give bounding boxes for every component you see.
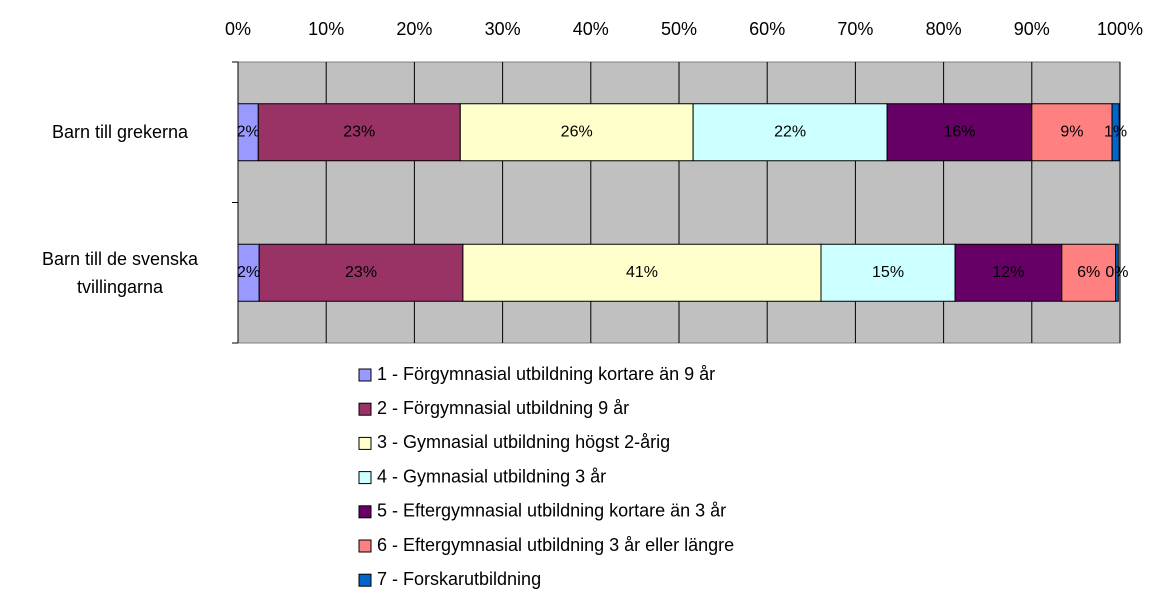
data-label: 16% (943, 123, 975, 140)
bar-segment (257, 103, 461, 162)
legend-swatch (358, 573, 372, 587)
bar-segment (886, 103, 1033, 162)
bar-segment (692, 103, 888, 162)
x-tick-label: 100% (1097, 19, 1143, 39)
y-tick-label: Barn till de svenska tvillingarna (41, 248, 199, 297)
legend-label: 1 - Förgymnasial utbildning kortare än 9… (377, 364, 715, 384)
x-tick-label: 20% (396, 19, 432, 39)
data-label: 22% (774, 123, 806, 140)
bar-segment (820, 243, 956, 302)
x-tick-label: 80% (926, 19, 962, 39)
x-tick-label: 90% (1014, 19, 1050, 39)
legend-label: 7 - Forskarutbildning (377, 569, 541, 589)
bar-segment (954, 243, 1063, 302)
data-label: 23% (345, 264, 377, 281)
legend-label: 5 - Eftergymnasial utbildning kortare än… (377, 501, 726, 521)
legend-swatch (358, 368, 372, 382)
bar-segment (1111, 103, 1120, 162)
data-label: 41% (626, 264, 658, 281)
legend-label: 3 - Gymnasial utbildning högst 2-årig (377, 432, 670, 452)
data-label: 23% (343, 123, 375, 140)
bar-segment (462, 243, 822, 302)
bar-segment (1031, 103, 1113, 162)
x-tick-label: 30% (485, 19, 521, 39)
data-label: 0% (1105, 264, 1128, 281)
legend-swatch (358, 539, 372, 553)
bar-segment (1061, 243, 1117, 302)
data-label: 9% (1060, 123, 1083, 140)
x-tick-label: 60% (749, 19, 785, 39)
legend-label: 4 - Gymnasial utbildning 3 år (377, 466, 606, 486)
bar-segment (459, 103, 694, 162)
legend-swatch (358, 402, 372, 416)
y-tick-label: Barn till grekerna (51, 122, 189, 143)
bar-segment (258, 243, 464, 302)
data-label: 15% (872, 264, 904, 281)
legend-swatch (358, 436, 372, 450)
data-label: 2% (237, 264, 260, 281)
legend-label: 2 - Förgymnasial utbildning 9 år (377, 398, 629, 418)
x-tick-label: 40% (573, 19, 609, 39)
data-label: 26% (561, 123, 593, 140)
legend-label: 6 - Eftergymnasial utbildning 3 år eller… (377, 535, 734, 555)
x-tick-label: 0% (225, 19, 251, 39)
x-tick-label: 70% (837, 19, 873, 39)
data-label: 12% (992, 264, 1024, 281)
x-tick-label: 10% (308, 19, 344, 39)
legend-swatch (358, 505, 372, 519)
legend-swatch (358, 471, 372, 485)
x-tick-label: 50% (661, 19, 697, 39)
bar-segment (1115, 243, 1119, 302)
data-label: 6% (1077, 264, 1100, 281)
data-label: 1% (1104, 123, 1127, 140)
data-label: 2% (237, 123, 260, 140)
